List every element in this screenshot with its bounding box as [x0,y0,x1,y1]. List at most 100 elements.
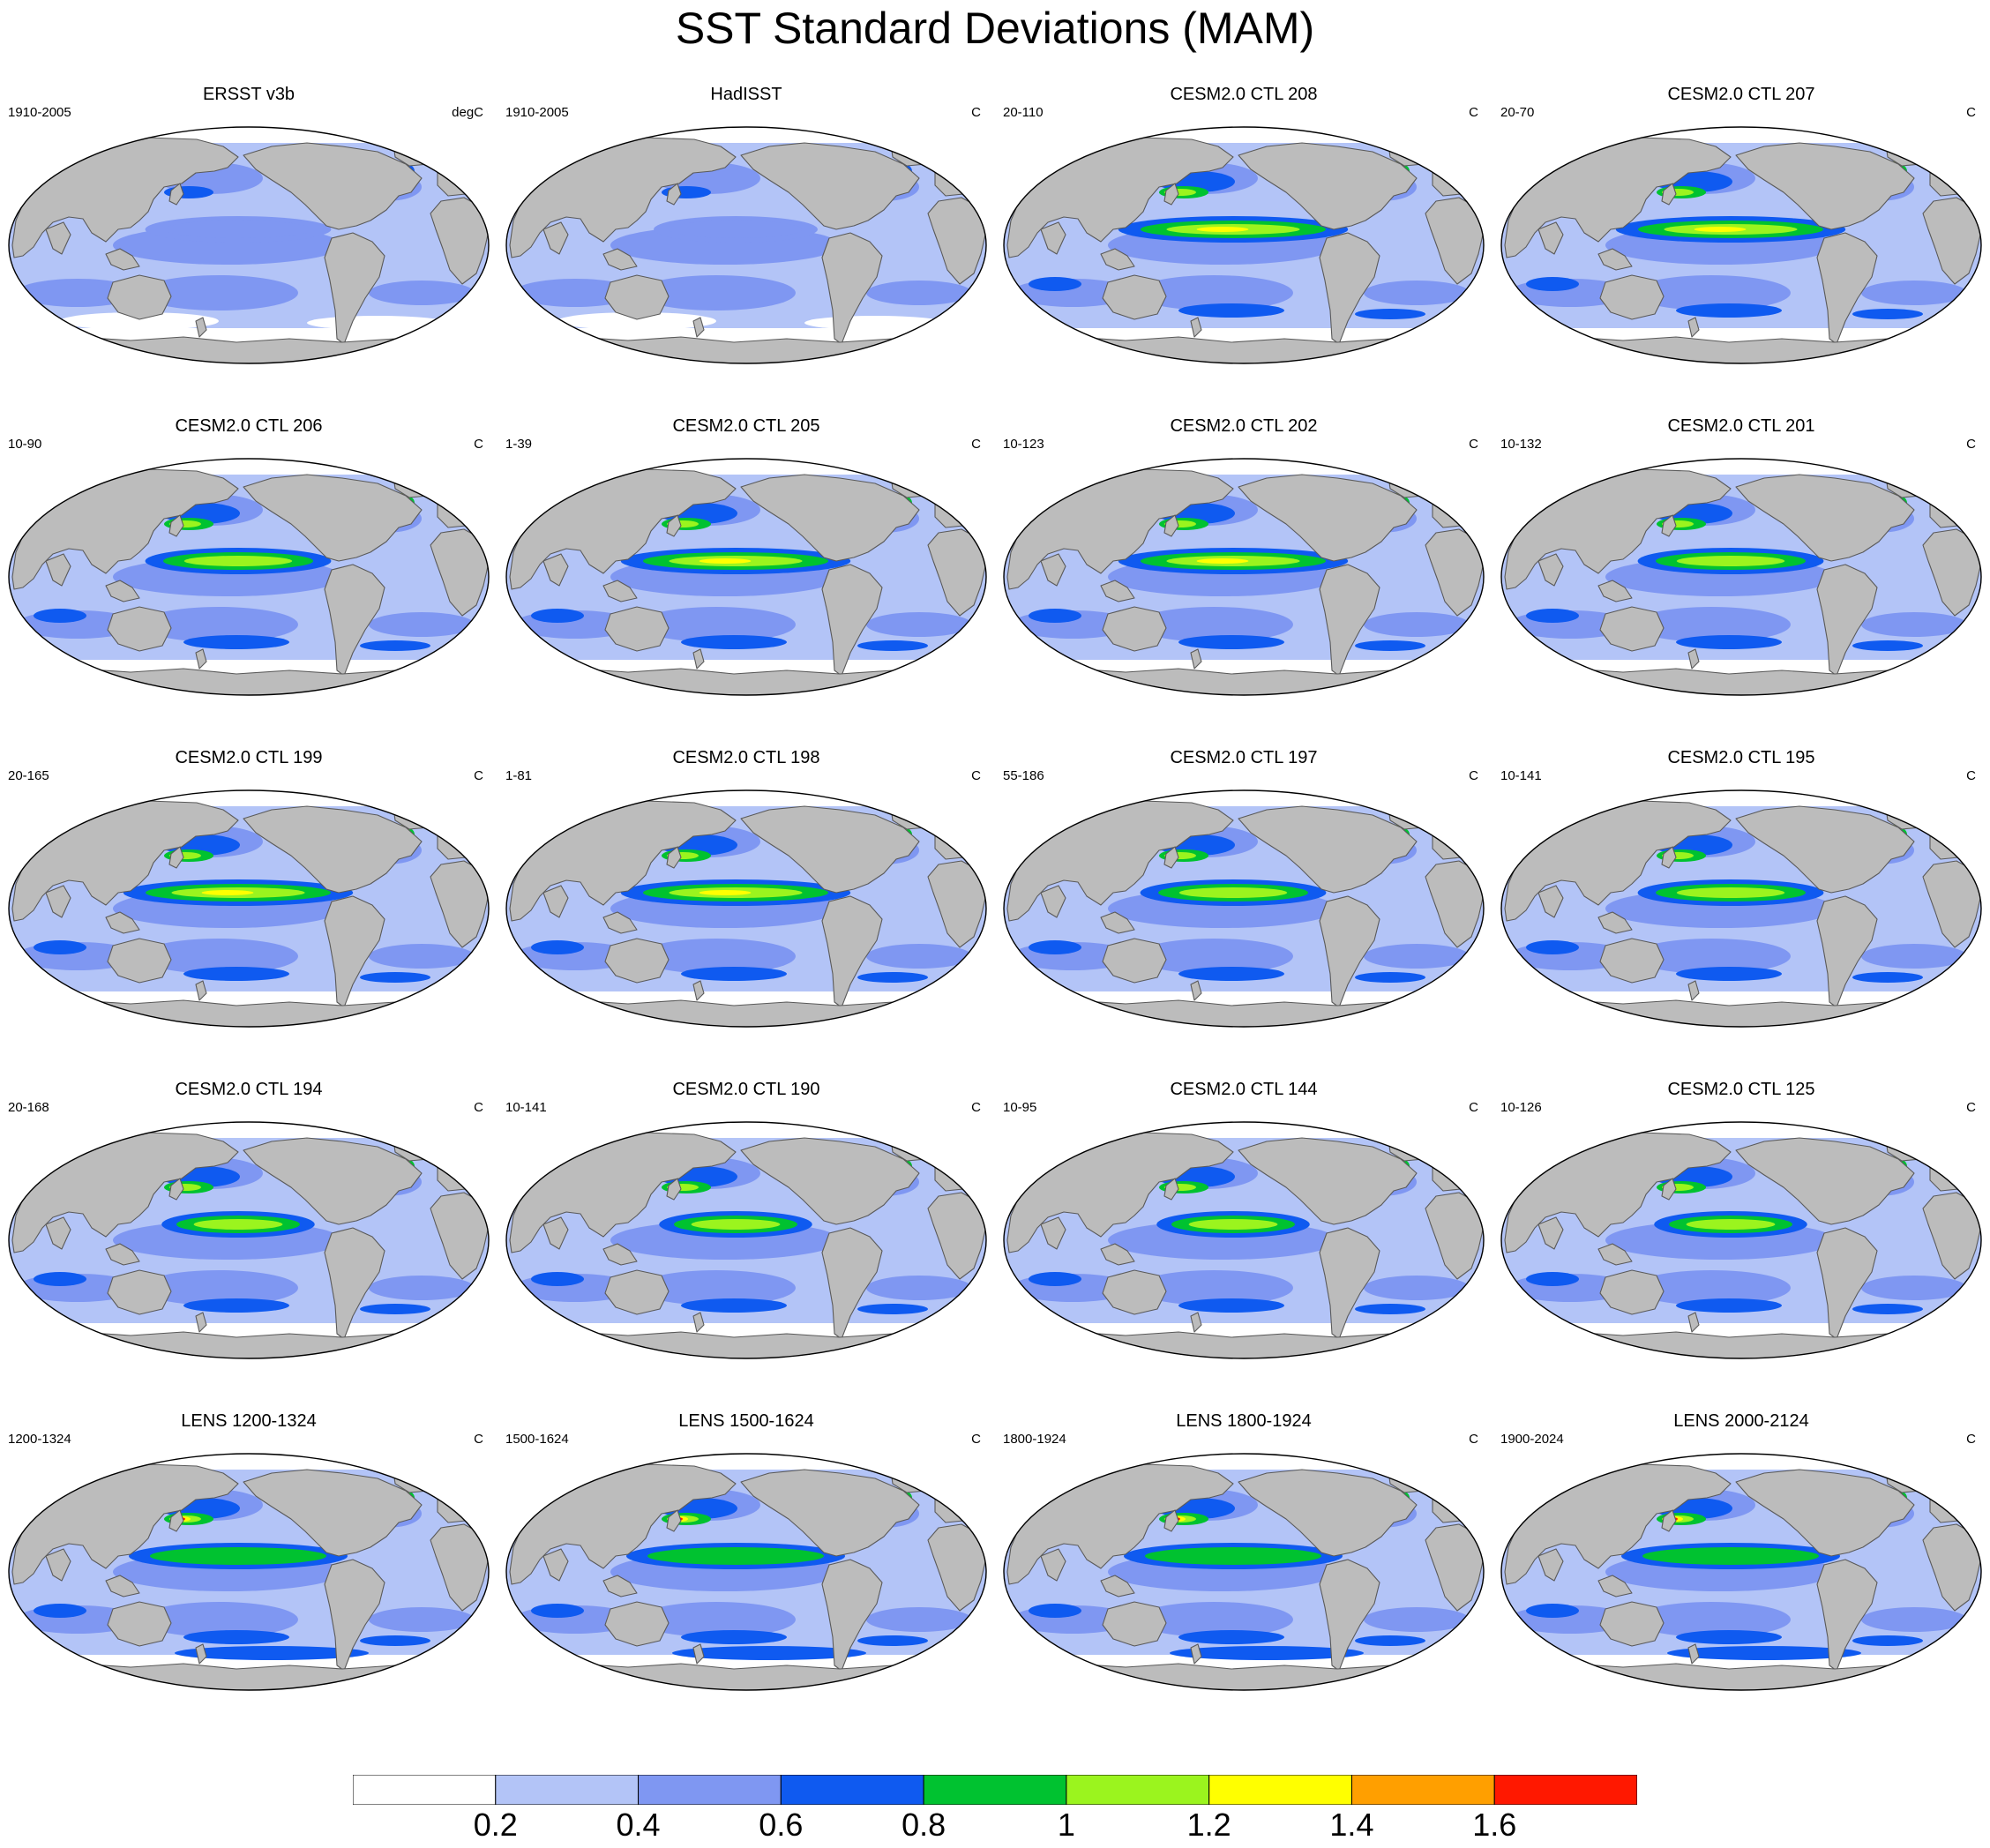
new-zealand [1190,980,1202,1001]
south-atlantic-patch [1364,281,1470,305]
panel-units: C [474,768,483,783]
south-asia-peninsula [542,1548,569,1582]
south-asia-peninsula [1040,1216,1066,1250]
panel-years: 10-90 [8,437,42,452]
map-outline [1003,1453,1485,1691]
map-panel: CESM2.0 CTL 198 1-81 C [498,746,995,1078]
panel-units: C [1966,1100,1976,1115]
north-america-landmass [1238,474,1418,562]
world-map [1500,126,1982,364]
south-atlantic-band [1355,640,1425,651]
panel-units: C [1966,1432,1976,1447]
southeast-asia-islands [1597,248,1633,271]
south-asia-peninsula [1537,553,1564,587]
japan-islands [1163,846,1179,869]
south-atlantic-patch [1364,612,1470,637]
australia-landmass [107,1269,172,1315]
new-zealand [1687,1643,1700,1665]
enso-tongue-core [201,890,254,895]
panel-years: 1-39 [505,437,533,452]
australia-landmass [1102,1269,1167,1315]
south-america-landmass [821,564,883,677]
panel-years: 1-81 [505,768,533,783]
panel-units: C [474,437,483,452]
new-zealand [1190,1643,1202,1665]
southeast-asia-islands [105,248,140,271]
north-america-landmass [1238,805,1418,894]
south-atlantic-band [1852,640,1923,651]
southern-ocean-band [175,1646,369,1660]
southern-pacific-band [681,967,787,981]
south-america-landmass [324,232,385,345]
southern-pacific-band [1178,303,1284,318]
panel-units: degC [452,105,483,120]
panel-title: CESM2.0 CTL 195 [1667,748,1815,767]
map-panel: CESM2.0 CTL 125 10-126 C [1492,1078,1990,1410]
new-zealand [195,1312,207,1333]
map-panel: CESM2.0 CTL 205 1-39 C [498,415,995,746]
new-zealand [1190,648,1202,670]
south-pacific-patch [1134,275,1293,310]
southern-ocean-white-patch [804,316,946,330]
europe-west [1929,161,1971,197]
south-asia-peninsula [1537,1548,1564,1582]
south-atlantic-patch [369,281,475,305]
south-atlantic-band [857,1635,928,1646]
australia-landmass [107,606,172,652]
south-pacific-patch [139,1602,298,1637]
indian-ocean-band [1526,1604,1579,1618]
map-outline [1003,458,1485,696]
new-zealand [195,648,207,670]
panel-years: 10-141 [1500,768,1542,783]
panel-title: CESM2.0 CTL 208 [1170,85,1318,104]
arctic-low-variance [1501,459,1981,475]
arctic-low-variance [1501,127,1981,143]
southern-pacific-band [1676,635,1782,649]
panel-title: CESM2.0 CTL 205 [672,416,820,436]
enso-tongue-mid [163,221,313,238]
new-zealand [1190,317,1202,338]
north-america-landmass [740,1469,920,1557]
new-zealand [1687,1312,1700,1333]
panel-title: LENS 1200-1324 [181,1411,317,1431]
europe-west [437,825,479,860]
southeast-asia-islands [1100,911,1135,934]
japan-islands [168,514,184,537]
enso-tongue-core [1694,227,1747,232]
south-america-landmass [1319,232,1380,345]
south-atlantic-patch [866,1607,972,1632]
southeast-asia-islands [1597,580,1633,602]
south-america-landmass [1319,895,1380,1008]
south-atlantic-band [1355,1635,1425,1646]
sst-field [1501,790,1981,1027]
colorbar-swatches [353,1775,1637,1805]
indian-ocean-band [1526,1272,1579,1286]
southeast-asia-islands [602,580,638,602]
arctic-low-variance [506,790,986,806]
north-america-landmass [243,1137,423,1225]
new-zealand [1190,1312,1202,1333]
new-zealand [692,980,705,1001]
southeast-asia-islands [1100,580,1135,602]
map-outline [8,789,490,1028]
north-america-landmass [740,142,920,230]
colorbar-swatch [353,1775,497,1805]
southeast-asia-islands [1597,911,1633,934]
world-map [1500,1453,1982,1691]
south-asia-peninsula [542,221,569,255]
new-zealand [1687,980,1700,1001]
southeast-asia-islands [602,1575,638,1597]
south-asia-peninsula [1040,1548,1066,1582]
south-atlantic-patch [1861,1607,1967,1632]
antarctica-landmass [1028,1331,1462,1358]
southeast-asia-islands [602,1243,638,1266]
north-america-landmass [1238,1137,1418,1225]
southern-pacific-band [1676,967,1782,981]
europe-west [1929,493,1971,528]
antarctica-landmass [1028,999,1462,1027]
south-pacific-patch [637,1602,796,1637]
southeast-asia-islands [602,248,638,271]
colorbar-labels: 0.2 0.4 0.6 0.8 1 1.2 1.4 1.6 [353,1807,1637,1845]
south-america-landmass [1816,232,1878,345]
map-panel: ERSST v3b 1910-2005 degC [0,83,498,415]
